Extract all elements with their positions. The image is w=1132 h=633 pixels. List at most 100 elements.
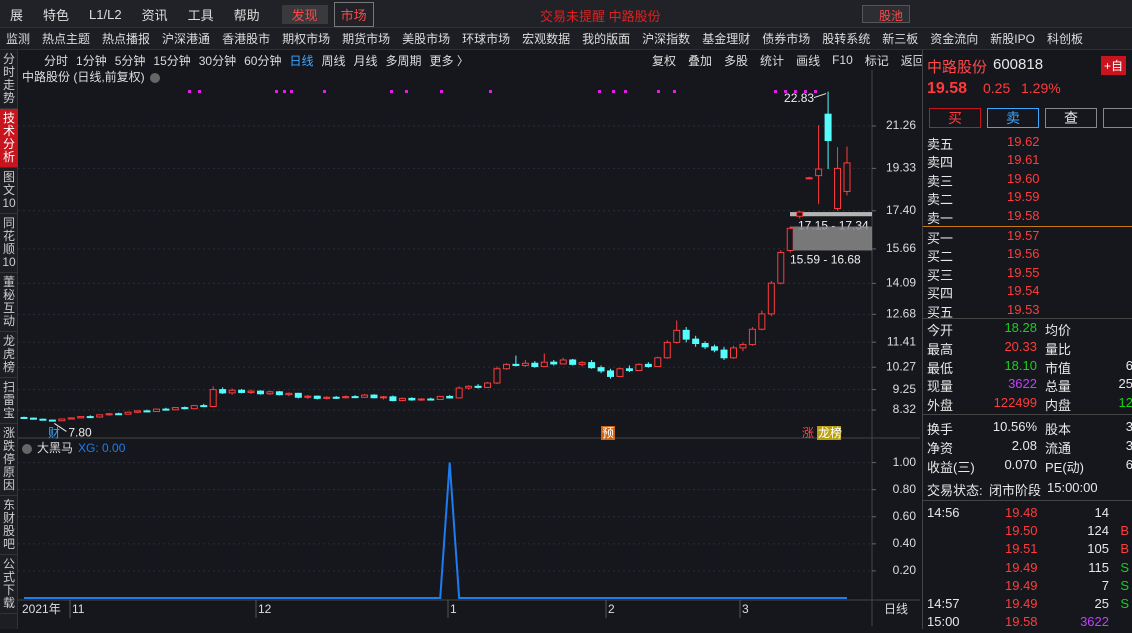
book-label: 买三	[927, 267, 954, 283]
tool-item[interactable]: 复权	[652, 53, 677, 68]
period-item[interactable]: 周线	[321, 53, 346, 68]
y-tick-label: 8.32	[893, 402, 917, 416]
candle-body	[578, 362, 586, 365]
side-tab[interactable]: 图文10	[0, 168, 18, 214]
book-label: 买五	[927, 304, 954, 320]
nav-item[interactable]: 沪深港通	[162, 32, 211, 46]
period-item[interactable]: 1分钟	[76, 53, 107, 68]
tool-item[interactable]: 多股	[724, 53, 749, 68]
candle-body	[58, 418, 66, 422]
nav-item[interactable]: 沪深指数	[642, 32, 691, 46]
side-tabs: 分时走势 技术分析 图文10 同花顺10 董秘互动 龙虎榜 扫雷宝 涨跌停原因 东财股吧 公式下载	[0, 50, 18, 629]
title-dropdown[interactable]	[150, 73, 160, 83]
candle-body	[616, 368, 624, 377]
nav-item[interactable]: 期货市场	[342, 32, 391, 46]
change-pct: 1.29%	[1021, 80, 1061, 96]
candle-body	[777, 251, 785, 284]
nav-item[interactable]: 股转系统	[822, 32, 871, 46]
book-label: 卖一	[927, 210, 954, 226]
indicator-dropdown[interactable]	[22, 444, 32, 454]
query-button[interactable]: 查	[1045, 108, 1097, 128]
nav-item[interactable]: 宏观数据	[522, 32, 571, 46]
nav-item[interactable]: 我的版面	[582, 32, 631, 46]
period-item[interactable]: 日线	[289, 53, 314, 68]
nav-item[interactable]: 环球市场	[462, 32, 511, 46]
nav-item[interactable]: 热点播报	[102, 32, 151, 46]
nav-item[interactable]: 科创板	[1046, 32, 1083, 46]
candle-body	[379, 396, 387, 399]
x-label: 2021年	[22, 602, 61, 616]
side-tab[interactable]: 扫雷宝	[0, 378, 18, 424]
nav-item[interactable]: 监测	[6, 32, 31, 46]
x-label: 1	[450, 602, 457, 616]
menu-item[interactable]: L1/L2	[89, 6, 122, 22]
side-tab[interactable]: 技术分析	[0, 109, 18, 168]
period-item[interactable]: 15分钟	[153, 53, 191, 68]
event-dot	[283, 90, 286, 93]
side-tab[interactable]: 分时走势	[0, 50, 18, 109]
side-tab[interactable]: 龙虎榜	[0, 332, 18, 378]
nav-item[interactable]: 美股市场	[402, 32, 451, 46]
menu-item[interactable]: 特色	[43, 7, 70, 23]
stat-key: 流通	[1045, 440, 1072, 456]
candle-body	[607, 370, 615, 377]
tool-item[interactable]: 统计	[760, 53, 785, 68]
side-tab[interactable]: 公式下载	[0, 555, 18, 614]
nav-item[interactable]: 香港股市	[222, 32, 271, 46]
period-item[interactable]: 60分钟	[244, 53, 282, 68]
side-tab[interactable]: 同花顺10	[0, 214, 18, 273]
y-tick-label: 12.68	[886, 306, 916, 320]
tool-item[interactable]: 叠加	[688, 53, 713, 68]
event-dot	[290, 90, 293, 93]
tool-item[interactable]: F10	[832, 53, 853, 67]
side-tab[interactable]: 董秘互动	[0, 273, 18, 332]
tick-time: 15:00	[927, 614, 960, 630]
more-button[interactable]	[1103, 108, 1132, 128]
candle-body	[465, 385, 473, 389]
buy-button[interactable]: 买	[929, 108, 981, 128]
tool-item[interactable]: 返回	[900, 53, 925, 68]
period-item[interactable]: 分时	[44, 53, 69, 68]
sell-button[interactable]: 卖	[987, 108, 1039, 128]
event-dot	[673, 90, 676, 93]
nav-item[interactable]: 热点主题	[42, 32, 91, 46]
period-item[interactable]: 30分钟	[198, 53, 237, 68]
candle-body	[786, 227, 794, 251]
y-tick-label: 1.00	[893, 455, 917, 469]
nav-item[interactable]: 新三板	[882, 32, 919, 46]
book-row: 卖五 19.62	[927, 134, 1132, 153]
menu-item[interactable]: 资讯	[141, 7, 168, 23]
stat-value: 20.33	[1004, 338, 1037, 354]
add-watch[interactable]: +自	[1101, 56, 1127, 75]
side-tab[interactable]: 涨跌停原因	[0, 424, 18, 496]
book-label: 买二	[927, 249, 954, 265]
stat-row: 最低 18.10 市值 6	[927, 358, 1132, 377]
nav-item[interactable]: 债券市场	[762, 32, 811, 46]
tick-side: B	[1120, 541, 1129, 557]
candle-body	[200, 405, 208, 408]
nav-item[interactable]: 基金理财	[702, 32, 751, 46]
side-tab[interactable]: 东财股吧	[0, 496, 18, 555]
tick-side: S	[1120, 559, 1129, 575]
menu-item[interactable]: 展	[10, 7, 24, 23]
period-item[interactable]: 多周期	[385, 53, 422, 68]
book-price: 19.62	[1007, 134, 1040, 149]
menu-item[interactable]: 工具	[187, 7, 214, 23]
chart-title: 中路股份 (日线,前复权)	[22, 70, 145, 84]
period-item[interactable]: 5分钟	[114, 53, 146, 68]
menu-item[interactable]: 发现	[281, 4, 328, 24]
period-item[interactable]: 更多 〉	[429, 53, 469, 68]
menu-item[interactable]: 帮助	[233, 7, 260, 23]
stat-key: 今开	[927, 323, 954, 338]
tool-item[interactable]: 标记	[864, 53, 889, 68]
nav-item[interactable]: 新股IPO	[990, 32, 1035, 46]
nav-item[interactable]: 资金流向	[930, 32, 979, 46]
divider	[923, 414, 1132, 415]
menu-item[interactable]: 市场	[333, 1, 374, 27]
indicator-line	[24, 462, 847, 599]
nav-item[interactable]: 期权市场	[282, 32, 331, 46]
search-box[interactable]: 股池	[862, 5, 910, 23]
candle-body	[323, 396, 331, 399]
period-item[interactable]: 月线	[353, 53, 378, 68]
tool-item[interactable]: 画线	[796, 53, 821, 68]
